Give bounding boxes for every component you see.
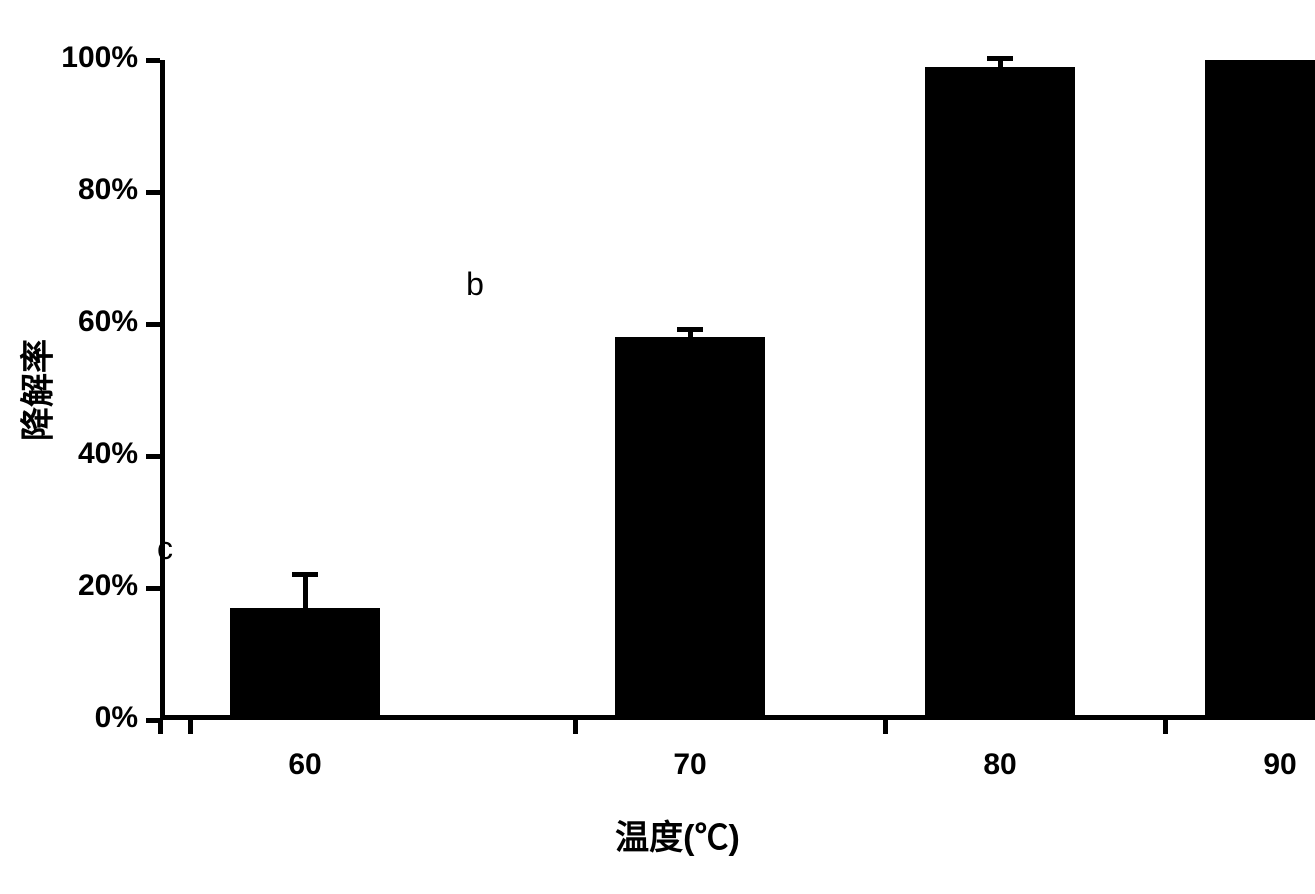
bar — [1205, 60, 1315, 720]
bar — [230, 608, 380, 720]
significance-label: c — [157, 530, 173, 567]
y-tick-label: 40% — [78, 437, 138, 471]
error-bar-stem — [303, 575, 308, 608]
y-tick — [146, 322, 160, 327]
bar-chart: 0% 20% 40% 60% 80% 100% 60 70 80 90 降解率 温度(℃) c b… — [0, 0, 1315, 894]
x-tick-label: 80 — [983, 748, 1016, 782]
x-tick — [158, 720, 163, 734]
error-bar-cap — [677, 327, 703, 332]
y-tick — [146, 454, 160, 459]
error-bar-cap — [987, 56, 1013, 61]
y-tick-label: 80% — [78, 173, 138, 207]
bar — [925, 67, 1075, 720]
x-tick — [883, 720, 888, 734]
y-tick-label: 20% — [78, 569, 138, 603]
y-tick — [146, 190, 160, 195]
significance-label: a — [691, 0, 709, 6]
y-tick-label: 0% — [95, 701, 138, 735]
bar — [615, 337, 765, 720]
error-bar-cap — [292, 572, 318, 577]
x-tick — [188, 720, 193, 734]
x-tick-label: 60 — [288, 748, 321, 782]
x-axis-label: 温度(℃) — [615, 810, 740, 859]
y-tick-label: 60% — [78, 305, 138, 339]
x-tick — [1163, 720, 1168, 734]
x-tick-label: 70 — [673, 748, 706, 782]
y-tick — [146, 58, 160, 63]
y-axis-label: 降解率 — [11, 339, 60, 441]
x-tick — [573, 720, 578, 734]
y-tick-label: 100% — [61, 41, 138, 75]
y-tick — [146, 586, 160, 591]
significance-label: b — [466, 266, 484, 303]
significance-label: a — [1006, 0, 1024, 6]
x-tick-label: 90 — [1263, 748, 1296, 782]
